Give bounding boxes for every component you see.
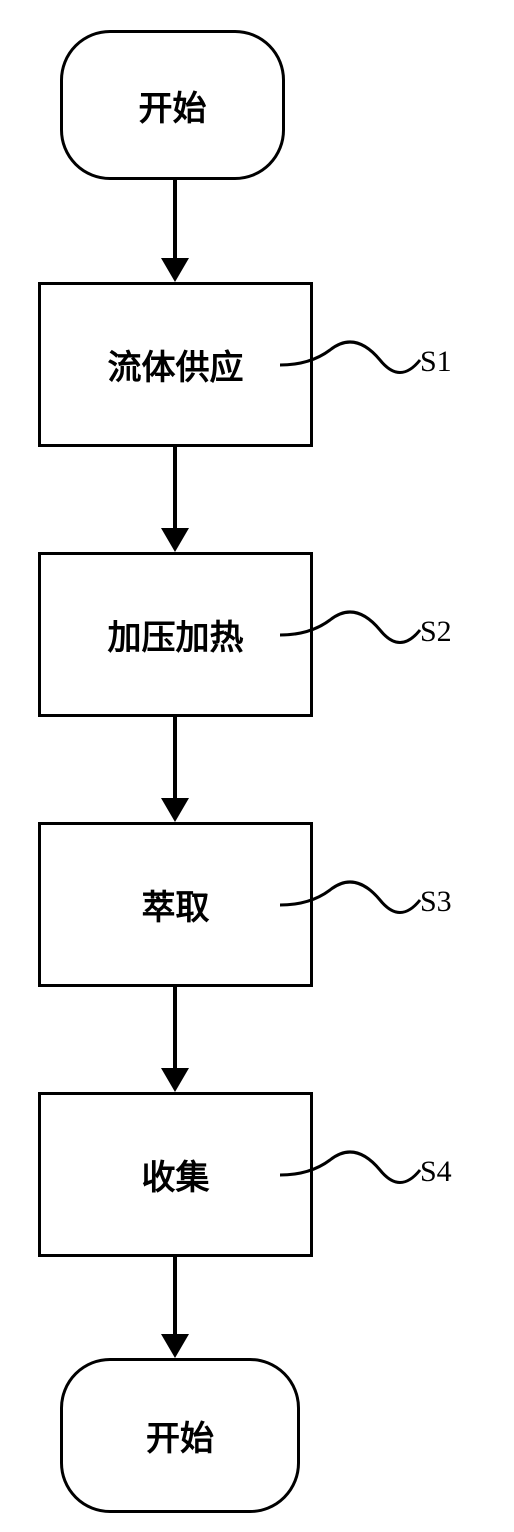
step4-tag: S4 [420,1155,452,1189]
step1-tag: S1 [420,345,452,379]
step1-node: 流体供应 [38,282,313,447]
arrow-step4-end [173,1257,177,1334]
arrowhead-step1-step2 [161,528,189,552]
arrowhead-step4-end [161,1334,189,1358]
step2-label: 加压加热 [108,610,244,659]
step4-label: 收集 [142,1150,210,1199]
step2-node: 加压加热 [38,552,313,717]
arrow-step1-step2 [173,447,177,528]
flowchart-container: 开始 流体供应 S1 加压加热 S2 萃取 S3 收集 S4 [0,0,514,1532]
arrowhead-start-step1 [161,258,189,282]
step3-node: 萃取 [38,822,313,987]
arrowhead-step2-step3 [161,798,189,822]
step4-node: 收集 [38,1092,313,1257]
end-node: 开始 [60,1358,300,1513]
step3-label: 萃取 [142,880,210,929]
arrow-step2-step3 [173,717,177,798]
arrow-start-step1 [173,180,177,258]
step1-label: 流体供应 [108,340,244,389]
start-label: 开始 [139,81,207,130]
step2-tag: S2 [420,615,452,649]
start-node: 开始 [60,30,285,180]
arrow-step3-step4 [173,987,177,1068]
end-label: 开始 [146,1411,214,1460]
arrowhead-step3-step4 [161,1068,189,1092]
step3-tag: S3 [420,885,452,919]
